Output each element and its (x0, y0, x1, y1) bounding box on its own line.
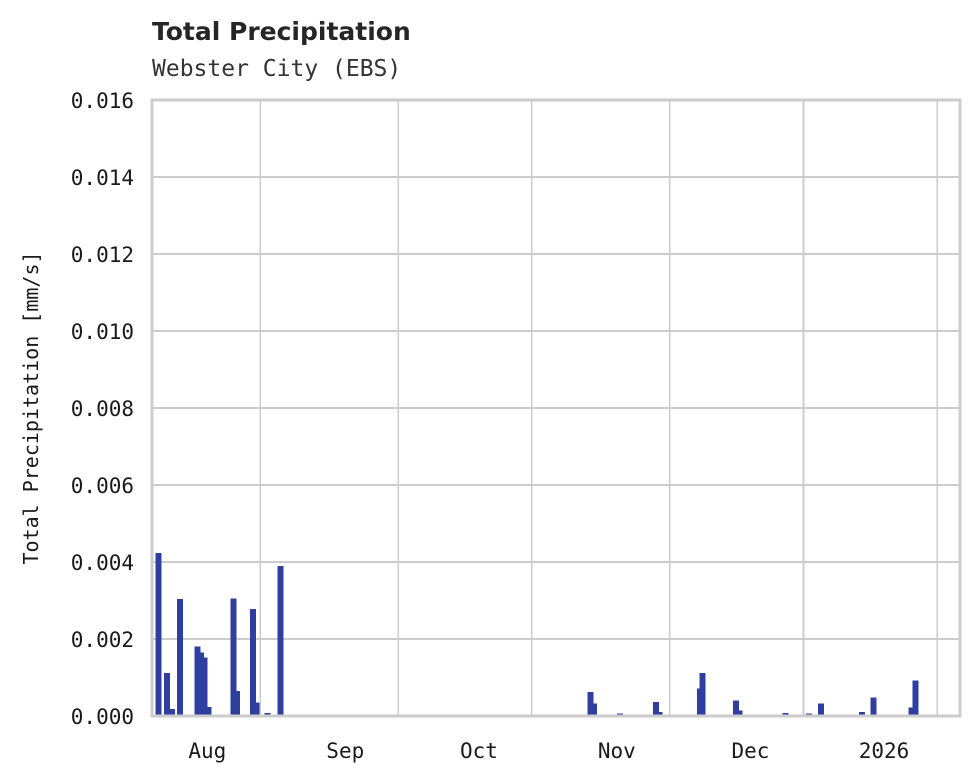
bar (155, 553, 162, 716)
y-tick-label: 0.010 (71, 320, 134, 344)
x-axis-ticks: Aug Sep Oct Nov Dec 2026 (188, 739, 909, 763)
plot-frame (150, 98, 962, 718)
bar (205, 706, 212, 716)
bar (818, 703, 825, 716)
bar (253, 702, 260, 716)
bar (264, 712, 271, 716)
bar (198, 652, 205, 716)
chart-bars (155, 553, 919, 716)
bar (696, 688, 703, 716)
x-tick-label: Oct (460, 739, 498, 763)
bar (590, 703, 597, 716)
bar (194, 646, 201, 716)
bar (653, 702, 660, 716)
bar (163, 672, 170, 716)
bar (908, 707, 915, 716)
x-tick-label: Dec (732, 739, 770, 763)
chart-subtitle: Webster City (EBS) (152, 56, 401, 82)
chart-gridlines (152, 99, 960, 717)
bar (733, 700, 740, 716)
bar (587, 691, 594, 716)
y-tick-label: 0.016 (71, 89, 134, 113)
y-tick-label: 0.000 (71, 705, 134, 729)
bar (912, 680, 919, 716)
bar (250, 608, 256, 716)
x-tick-label: Nov (598, 739, 636, 763)
y-tick-label: 0.008 (71, 397, 134, 421)
y-tick-label: 0.004 (71, 551, 134, 575)
x-tick-label: Aug (188, 739, 226, 763)
y-axis-ticks: 0.000 0.002 0.004 0.006 0.008 0.010 0.012 0.014… (71, 89, 134, 729)
bar (870, 697, 877, 716)
bar (782, 712, 789, 716)
y-tick-label: 0.002 (71, 628, 134, 652)
x-tick-label: Sep (326, 739, 364, 763)
x-tick-label: 2026 (859, 739, 910, 763)
bar (736, 710, 743, 716)
y-axis-label: Total Precipitation [mm/s] (19, 251, 43, 564)
y-tick-label: 0.012 (71, 243, 134, 267)
bar (230, 598, 237, 716)
bar (234, 690, 240, 716)
bar (859, 712, 866, 716)
y-tick-label: 0.014 (71, 166, 134, 190)
bar (169, 709, 176, 716)
bar (201, 657, 208, 716)
bar (177, 598, 184, 716)
y-tick-label: 0.006 (71, 474, 134, 498)
bar (656, 711, 663, 716)
chart-title: Total Precipitation (152, 17, 411, 46)
bar (277, 565, 284, 716)
plot-frame-border (150, 98, 962, 718)
